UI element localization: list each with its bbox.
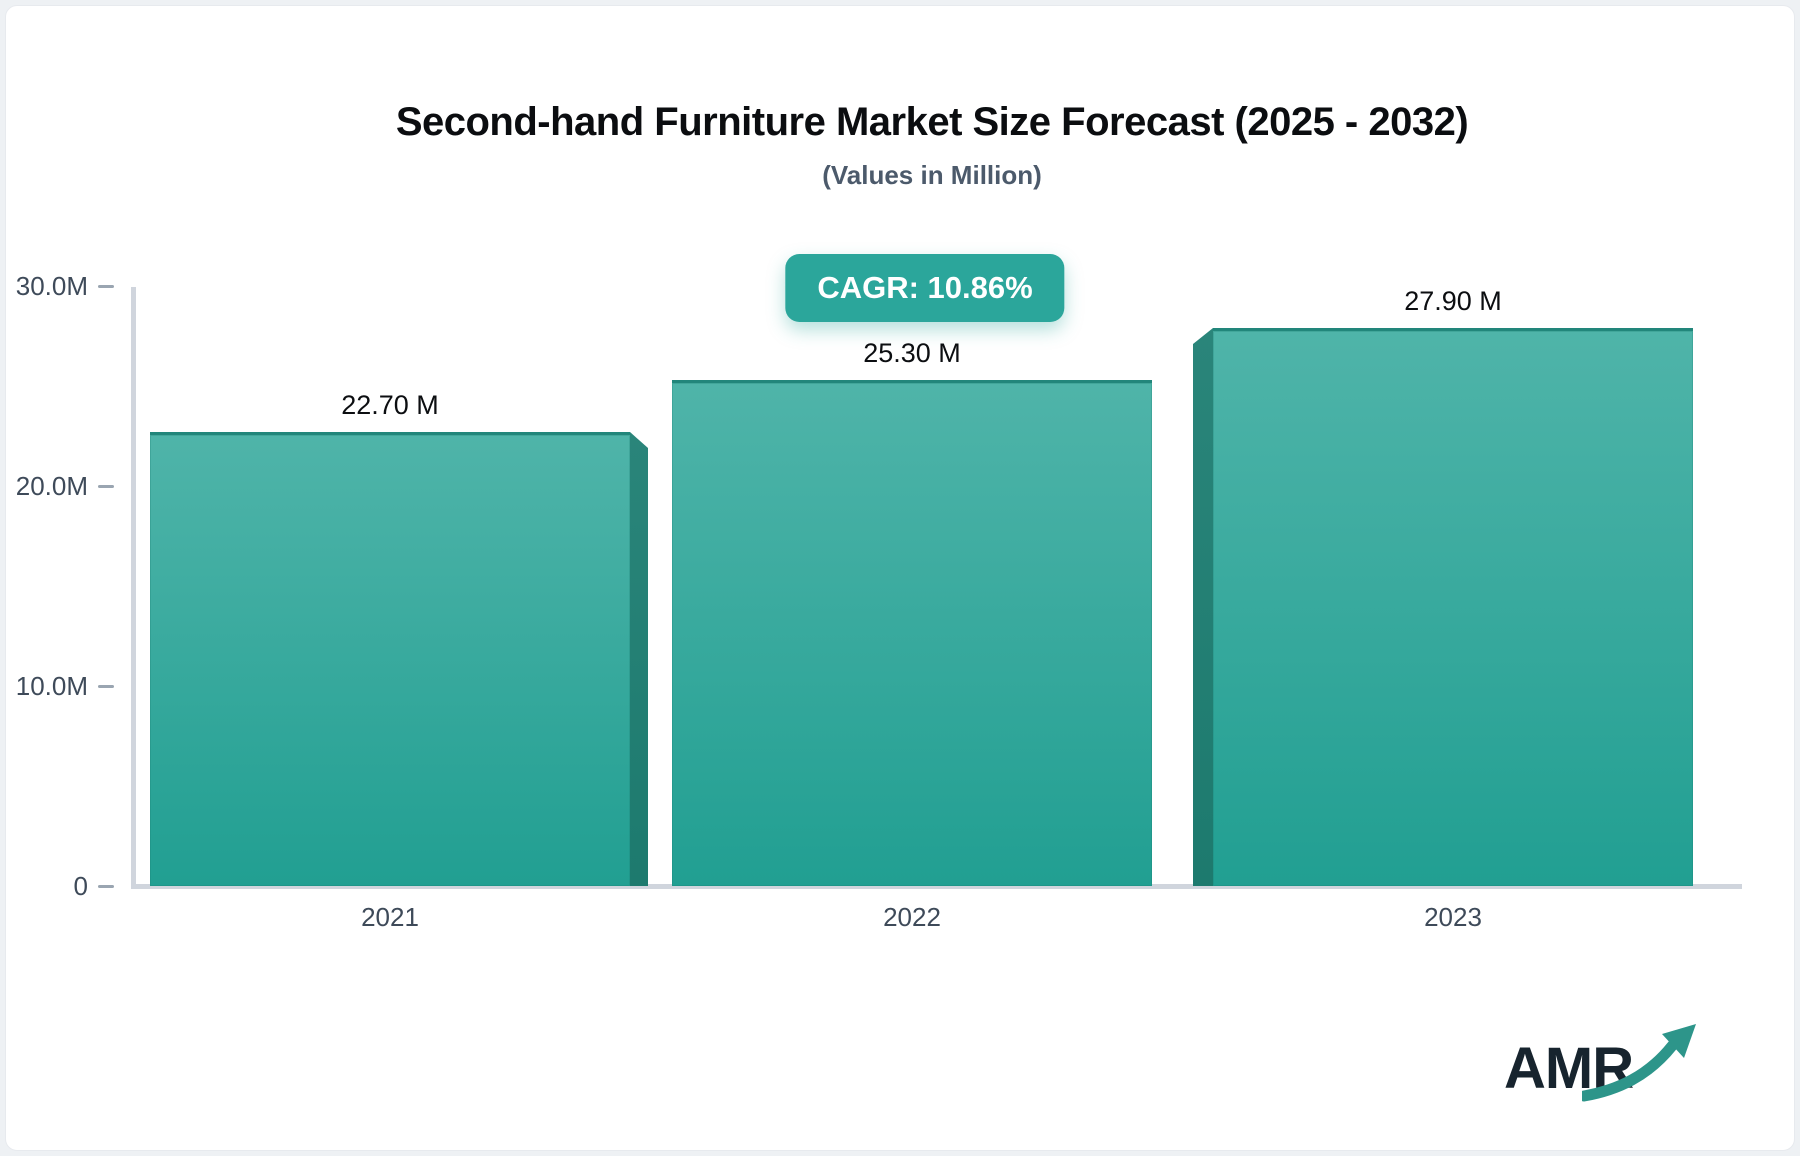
bar xyxy=(1213,328,1693,886)
chart-title: Second-hand Furniture Market Size Foreca… xyxy=(395,100,1469,144)
bar xyxy=(150,432,630,886)
bar-3d-side xyxy=(630,432,648,886)
y-tick-mark xyxy=(98,685,114,688)
bar xyxy=(672,380,1152,886)
bar-value-label: 27.90 M xyxy=(1404,286,1502,316)
bar-value-label: 22.70 M xyxy=(341,390,439,420)
bar-value-label: 25.30 M xyxy=(863,338,961,368)
y-tick-label: 30.0M xyxy=(15,271,88,301)
cagr-badge: CAGR: 10.86% xyxy=(785,254,1065,322)
growth-arrow-icon xyxy=(1582,1024,1696,1102)
x-axis-category-label: 2022 xyxy=(883,902,941,932)
chart-subtitle: (Values in Million) xyxy=(822,160,1042,190)
y-tick-mark xyxy=(98,485,114,488)
y-axis-line xyxy=(131,287,136,888)
y-tick-mark xyxy=(98,885,114,888)
bar-3d-side xyxy=(1193,328,1213,886)
x-axis-category-label: 2023 xyxy=(1424,902,1482,932)
y-tick-label: 0 xyxy=(73,871,88,901)
y-tick-mark xyxy=(98,285,114,288)
y-tick-label: 10.0M xyxy=(15,671,88,701)
amr-logo: AMR xyxy=(1504,1022,1696,1106)
x-axis-category-label: 2021 xyxy=(361,902,419,932)
x-axis-line xyxy=(131,884,1742,889)
y-tick-label: 20.0M xyxy=(15,471,88,501)
